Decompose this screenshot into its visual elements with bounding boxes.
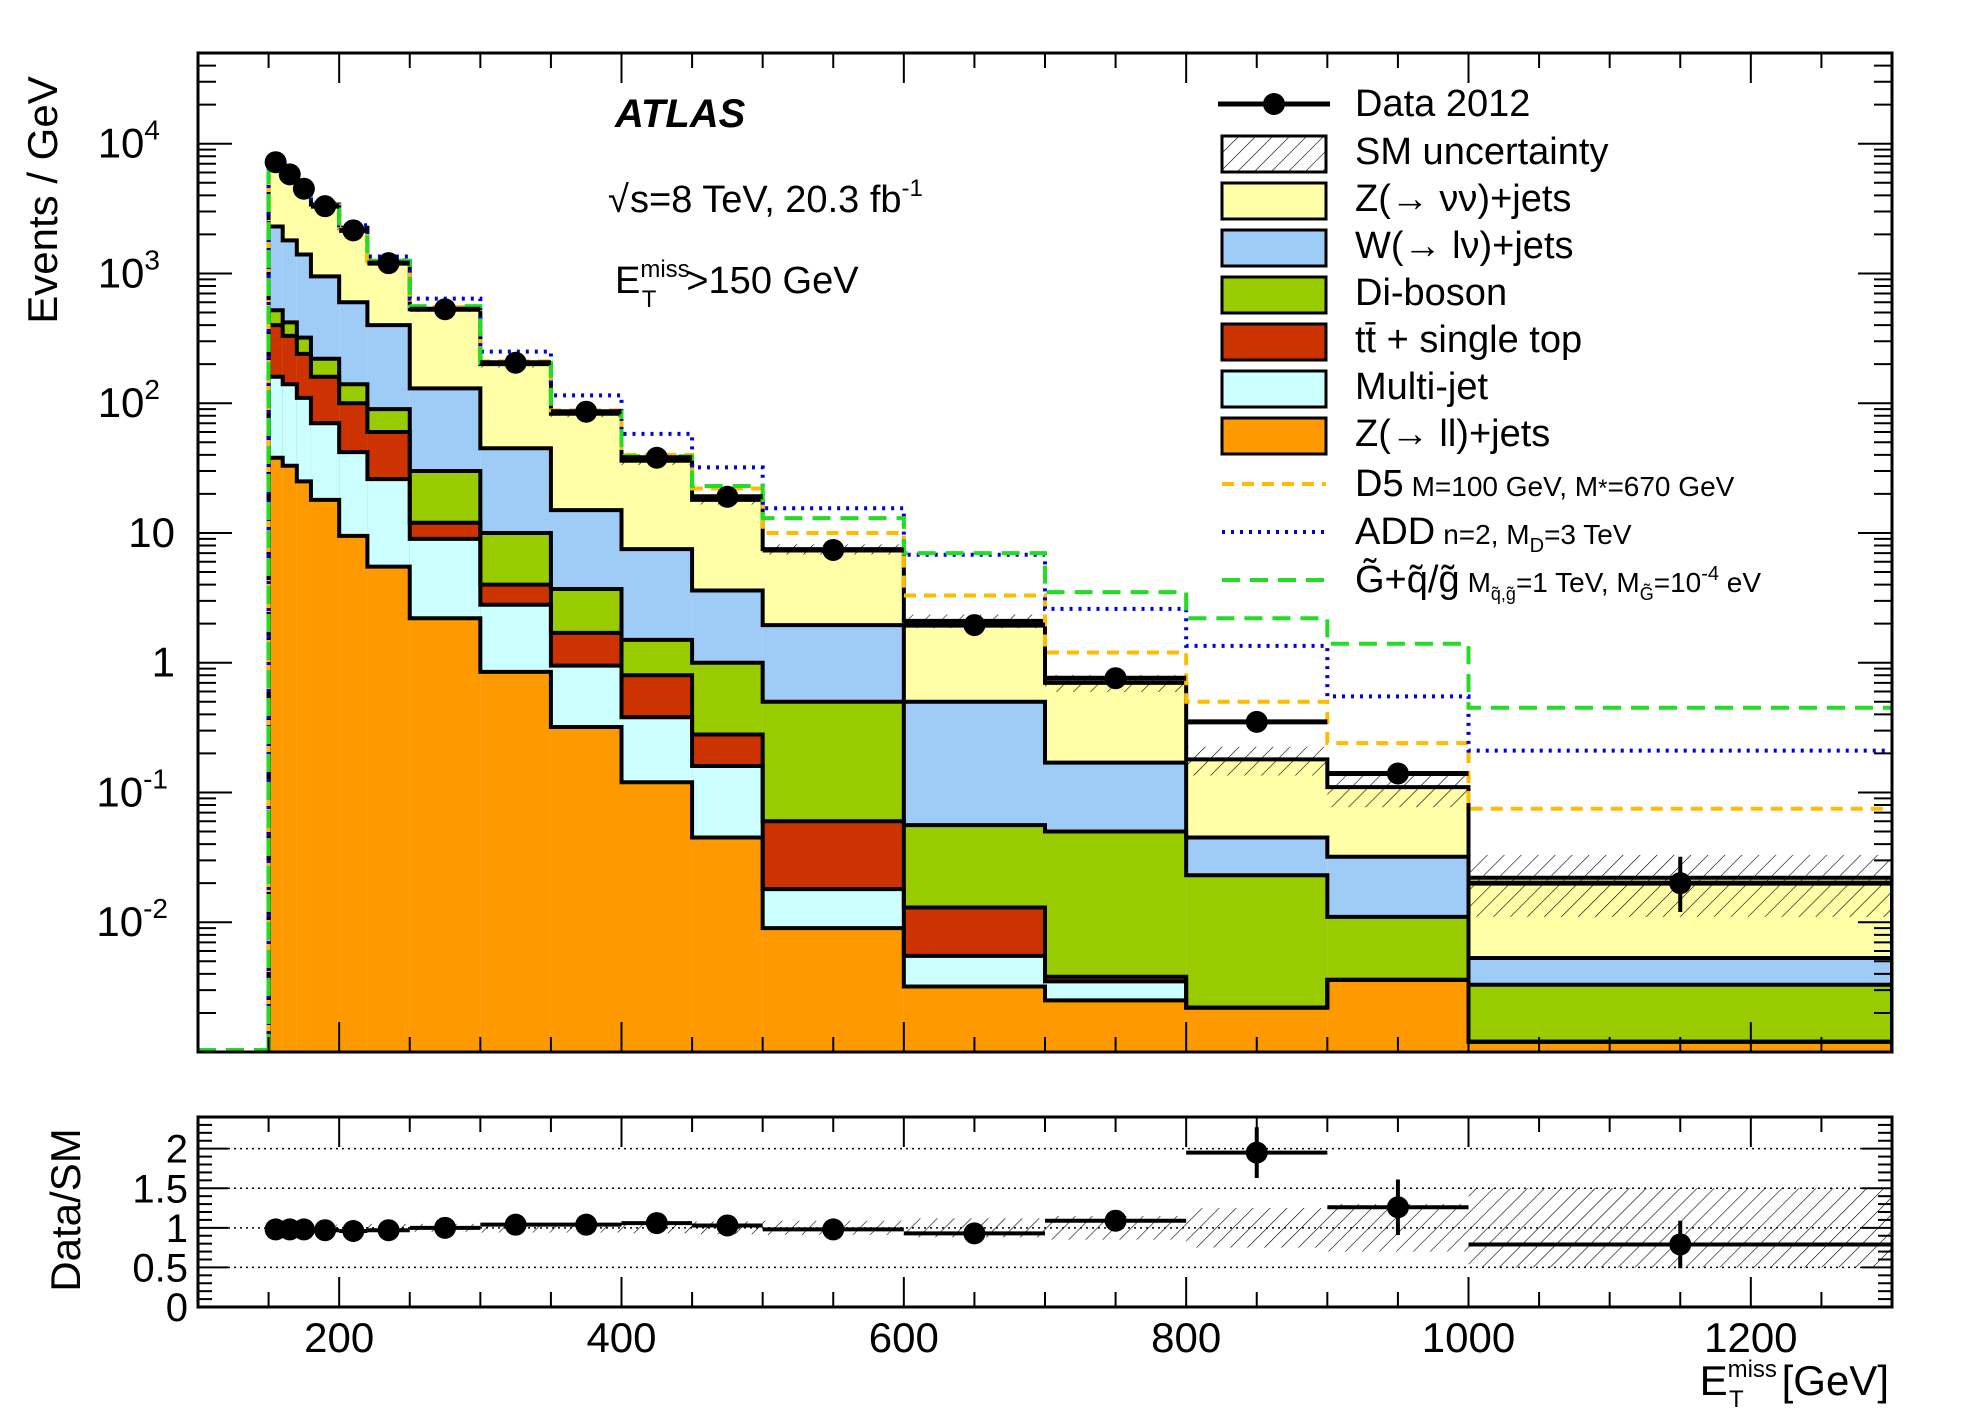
stack-outline-diboson bbox=[266, 308, 1892, 1052]
ratio-tick-label: 2 bbox=[166, 1128, 188, 1172]
legend-sm-uncertainty: SM uncertainty bbox=[1220, 131, 1608, 174]
data-point bbox=[342, 219, 365, 242]
stack-bar-z-ll bbox=[480, 671, 551, 1052]
svg-text:D5M=100 GeV, M*=670 GeV: D5 M=100 GeV, M*=670 GeV bbox=[1355, 463, 1735, 505]
data-point bbox=[1386, 762, 1409, 785]
y-tick-label: 103 bbox=[98, 244, 160, 296]
legend-multijet: Multi-jet bbox=[1220, 366, 1488, 409]
ratio-tick-label: 0 bbox=[166, 1286, 188, 1330]
legend-w-lnu: W(→ lν)+jets bbox=[1220, 225, 1574, 268]
legend-d5: D5 M=100 GeV, M*=670 GeV bbox=[1222, 463, 1735, 505]
stack-bar-z-ll bbox=[282, 465, 297, 1052]
ratio-point bbox=[645, 1212, 668, 1235]
legend-diboson: Di-boson bbox=[1220, 272, 1507, 315]
svg-text:Di-boson: Di-boson bbox=[1355, 272, 1507, 314]
ratio-tick-label: 0.5 bbox=[132, 1246, 188, 1290]
stack-bar-z-ll bbox=[550, 726, 622, 1052]
svg-text:√: √ bbox=[608, 179, 629, 221]
ratio-point bbox=[716, 1214, 739, 1237]
stack-bar-z-ll bbox=[762, 928, 904, 1052]
svg-text:W(→ lν)+jets: W(→ lν)+jets bbox=[1355, 225, 1574, 267]
legend-z-nunu: Z(→ νν)+jets bbox=[1220, 178, 1571, 221]
y-tick-label: 1 bbox=[152, 639, 175, 686]
svg-text:tt̄ + single top: tt̄ + single top bbox=[1355, 319, 1582, 361]
legend-data: Data 2012 bbox=[1218, 83, 1530, 125]
ratio-point bbox=[822, 1218, 845, 1241]
data-point bbox=[1669, 872, 1692, 895]
ratio-point bbox=[1104, 1209, 1127, 1232]
y-tick-label: 102 bbox=[98, 374, 160, 426]
ratio-point bbox=[963, 1222, 986, 1245]
ratio-point bbox=[342, 1220, 365, 1242]
x-axis-label: Emiss T [GeV] bbox=[1700, 1356, 1889, 1413]
stack-bar-z-ll bbox=[692, 837, 763, 1052]
legend-gravitino: G̃+q̃/g̃ Mq̃,g̃=1 TeV, MG̃=10-4 eV bbox=[1222, 558, 1761, 604]
x-tick-label: 400 bbox=[586, 1314, 656, 1361]
svg-text:SM uncertainty: SM uncertainty bbox=[1355, 131, 1608, 173]
x-tick-label: 800 bbox=[1151, 1314, 1221, 1361]
ratio-point bbox=[504, 1213, 527, 1236]
stack-bar-z-ll bbox=[339, 535, 368, 1052]
x-tick-label: 600 bbox=[869, 1314, 939, 1361]
stack-bar-z-ll bbox=[367, 566, 410, 1052]
svg-text:Z(→ ll)+jets: Z(→ ll)+jets bbox=[1355, 413, 1550, 455]
sm-uncertainty-band bbox=[1186, 746, 1328, 776]
svg-text:Z(→ νν)+jets: Z(→ νν)+jets bbox=[1355, 178, 1571, 220]
energy-label: √ s=8 TeV, 20.3 fb-1 bbox=[608, 175, 923, 221]
stack-bar-z-ll bbox=[296, 481, 311, 1052]
cut-label: Emiss T >150 GeV bbox=[615, 256, 859, 313]
legend-ttbar: tt̄ + single top bbox=[1220, 319, 1582, 362]
x-tick-label: 200 bbox=[304, 1314, 374, 1361]
legend: Data 2012 SM uncertainty Z(→ νν)+jets W(… bbox=[1218, 83, 1761, 604]
svg-text:Multi-jet: Multi-jet bbox=[1355, 366, 1488, 408]
y-axis-label: Events / GeV bbox=[19, 76, 66, 323]
stack-bar-z-ll bbox=[268, 457, 283, 1052]
data-point bbox=[645, 446, 668, 469]
ratio-point bbox=[1386, 1196, 1409, 1219]
stack-outline-ttbar bbox=[266, 323, 1892, 1052]
data-point bbox=[716, 485, 739, 508]
ratio-point bbox=[292, 1218, 315, 1241]
svg-text:s=8 TeV, 20.3 fb-1: s=8 TeV, 20.3 fb-1 bbox=[630, 175, 923, 221]
y-tick-label: 10-1 bbox=[96, 763, 168, 815]
ratio-point bbox=[1669, 1233, 1692, 1256]
data-point bbox=[278, 163, 301, 186]
svg-text:Data 2012: Data 2012 bbox=[1355, 83, 1530, 125]
ratio-point bbox=[377, 1219, 400, 1242]
ratio-tick-label: 1 bbox=[166, 1207, 188, 1251]
ratio-point bbox=[434, 1216, 457, 1239]
data-point bbox=[377, 252, 400, 275]
x-tick-label: 1200 bbox=[1704, 1314, 1797, 1361]
data-point bbox=[314, 195, 337, 218]
data-point bbox=[822, 538, 845, 561]
y-tick-label: 104 bbox=[98, 115, 160, 167]
data-point bbox=[1245, 710, 1268, 733]
x-tick-label: 1000 bbox=[1422, 1314, 1515, 1361]
ratio-point bbox=[575, 1213, 598, 1236]
data-point bbox=[963, 614, 986, 637]
stack-bar-z-ll bbox=[621, 782, 693, 1052]
data-point bbox=[575, 400, 598, 423]
legend-add: ADD n=2, MD=3 TeV bbox=[1222, 511, 1632, 557]
experiment-label: ATLAS bbox=[614, 92, 746, 136]
data-point bbox=[292, 177, 315, 200]
data-point bbox=[434, 298, 457, 321]
y-tick-label: 10-2 bbox=[96, 893, 168, 945]
ratio-y-axis-label: Data/SM bbox=[42, 1128, 89, 1291]
data-point bbox=[1104, 667, 1127, 690]
ratio-tick-label: 1.5 bbox=[132, 1167, 188, 1211]
ratio-point bbox=[314, 1219, 337, 1242]
y-tick-label: 10 bbox=[128, 509, 175, 556]
stack-bar-z-ll bbox=[409, 618, 481, 1052]
svg-text:G̃+q̃/g̃Mq̃,g̃=1 TeV, MG̃=10-4: G̃+q̃/g̃ Mq̃,g̃=1 TeV, MG̃=10-4 eV bbox=[1355, 558, 1761, 604]
data-point bbox=[504, 351, 527, 374]
stack-outline-w-lnu bbox=[266, 224, 1892, 1052]
ratio-point bbox=[1245, 1141, 1268, 1164]
legend-z-ll: Z(→ ll)+jets bbox=[1220, 413, 1550, 456]
stack-bar-z-ll bbox=[310, 499, 340, 1052]
